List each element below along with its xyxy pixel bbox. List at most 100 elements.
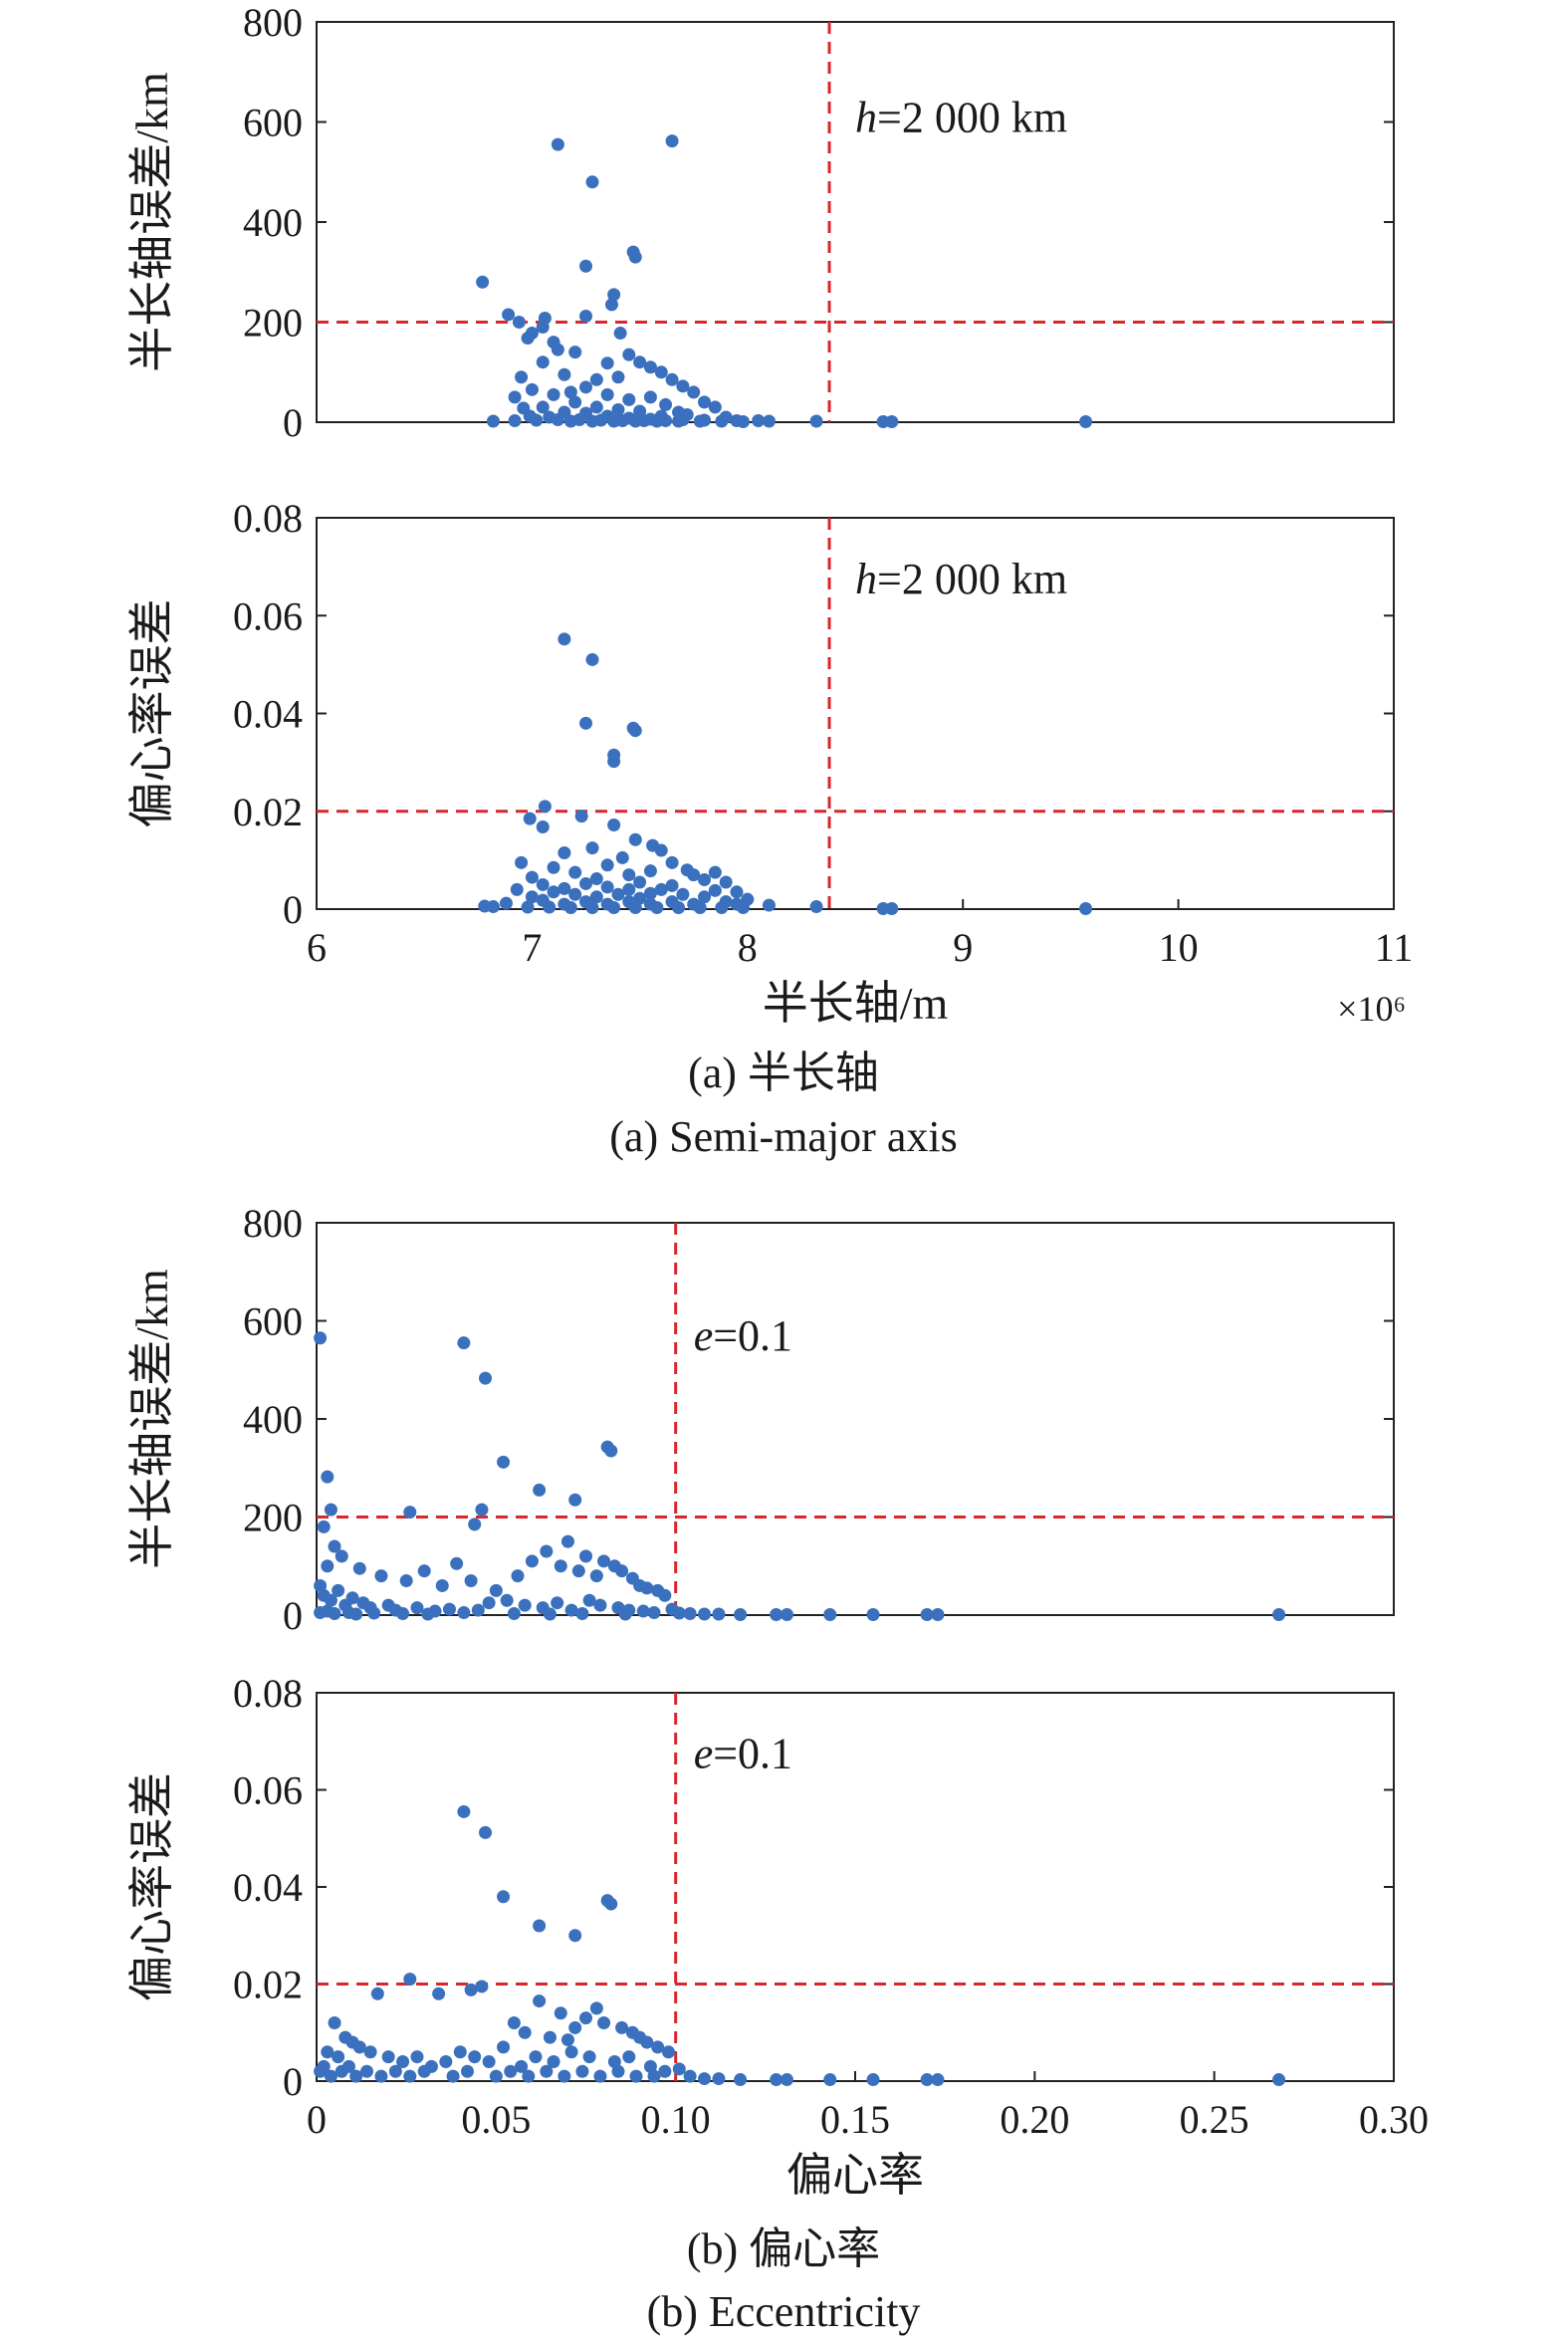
threshold-annotation: e=0.1 — [694, 1311, 792, 1360]
scatter-point — [328, 1539, 341, 1553]
scatter-point — [665, 855, 679, 869]
scatter-point — [551, 412, 564, 426]
scatter-point — [693, 901, 707, 915]
scatter-point — [575, 2064, 589, 2078]
y-tick-label: 0 — [283, 1593, 303, 1638]
scatter-point — [335, 1549, 348, 1563]
scatter-point — [589, 890, 603, 904]
scatter-point — [500, 1593, 514, 1607]
scatter-point — [543, 2030, 557, 2044]
scatter-point — [589, 2001, 603, 2015]
scatter-point — [568, 1929, 582, 1943]
scatter-panel-3: 0 200 400 600 800 e=0.1 半长轴误差/km — [126, 1201, 1395, 1638]
y-tick-label: 0.02 — [233, 1963, 303, 2007]
x-tick-label: 8 — [738, 925, 758, 970]
scatter-point — [622, 2050, 636, 2064]
scatter-point — [665, 134, 679, 148]
scatter-point — [530, 413, 544, 427]
scatter-point — [708, 400, 722, 414]
scatter-point — [712, 1607, 726, 1621]
scatter-point — [622, 348, 636, 361]
y-tick-label: 0.08 — [233, 1671, 303, 1716]
scatter-point — [511, 1569, 525, 1583]
scatter-point — [920, 2073, 934, 2087]
scatter-point — [618, 1607, 632, 1621]
scatter-point — [734, 1608, 748, 1622]
x-tick-label: 0 — [307, 2097, 327, 2142]
scatter-point — [600, 387, 614, 401]
scatter-point — [314, 1578, 328, 1592]
scatter-point — [508, 413, 522, 427]
scatter-point — [866, 1608, 880, 1622]
scatter-point — [643, 360, 657, 374]
scatter-point — [687, 385, 701, 399]
scatter-point — [585, 414, 599, 428]
scatter-point — [574, 810, 588, 823]
scatter-point — [345, 1591, 359, 1605]
scatter-point — [762, 414, 776, 428]
x-axis-multiplier: ×10⁶ — [1337, 989, 1406, 1029]
scatter-point — [568, 2020, 582, 2034]
scatter-point — [475, 1980, 489, 1993]
plot-frame — [316, 21, 1395, 423]
scatter-point — [708, 865, 722, 879]
scatter-point — [823, 1608, 837, 1622]
scatter-point — [607, 755, 621, 769]
x-tick-label: 7 — [522, 925, 542, 970]
scatter-point — [736, 901, 750, 915]
scatter-point — [471, 1603, 485, 1617]
scatter-point — [589, 1569, 603, 1583]
scatter-point — [629, 2069, 643, 2083]
scatter-point — [568, 865, 582, 879]
scatter-point — [399, 1574, 413, 1588]
plot-frame — [316, 1692, 1395, 2082]
scatter-point — [536, 321, 550, 335]
x-tick-label: 0.25 — [1180, 2097, 1249, 2142]
scatter-point — [672, 414, 686, 428]
scatter-point — [762, 898, 776, 912]
scatter-point — [575, 1607, 589, 1621]
scatter-point — [486, 414, 500, 428]
scatter-point — [439, 2055, 453, 2068]
scatter-point — [607, 414, 621, 428]
scatter-point — [622, 882, 636, 896]
scatter-point — [579, 2011, 592, 2025]
x-tick-label: 9 — [953, 925, 973, 970]
y-tick-label: 0.04 — [233, 1865, 303, 1910]
scatter-point — [563, 385, 577, 399]
scatter-point — [585, 901, 599, 915]
scatter-point — [558, 367, 571, 381]
threshold-annotation: h=2 000 km — [855, 555, 1067, 603]
scatter-point — [885, 414, 899, 428]
scatter-point — [563, 414, 577, 428]
scatter-point — [585, 652, 599, 666]
y-tick-label: 800 — [243, 0, 303, 45]
scatter-point — [672, 1606, 686, 1620]
scatter-point — [560, 2033, 574, 2047]
scatter-point — [352, 1561, 366, 1575]
scatter-point — [410, 1601, 424, 1615]
scatter-point — [464, 1574, 478, 1588]
scatter-point — [683, 2069, 697, 2083]
scatter-point — [558, 632, 571, 646]
scatter-point — [687, 868, 701, 882]
scatter-point — [468, 1518, 482, 1531]
y-tick-label: 600 — [243, 101, 303, 145]
scatter-point — [367, 1606, 381, 1620]
scatter-point — [715, 414, 729, 428]
scatter-point — [374, 2069, 388, 2083]
scatter-point — [489, 2069, 503, 2083]
scatter-point — [363, 2045, 377, 2059]
scatter-point — [518, 2025, 532, 2039]
scatter-point — [547, 387, 560, 401]
caption-a-chinese: (a) 半长轴 — [688, 1049, 879, 1097]
y-tick-label: 0.06 — [233, 593, 303, 638]
scatter-point — [359, 2064, 373, 2078]
scatter-point — [676, 887, 690, 901]
scatter-point — [450, 1556, 464, 1570]
scatter-point — [374, 1569, 388, 1583]
scatter-point — [607, 901, 621, 915]
scatter-point — [453, 2045, 467, 2059]
scatter-point — [585, 841, 599, 855]
scatter-point — [683, 1607, 697, 1621]
